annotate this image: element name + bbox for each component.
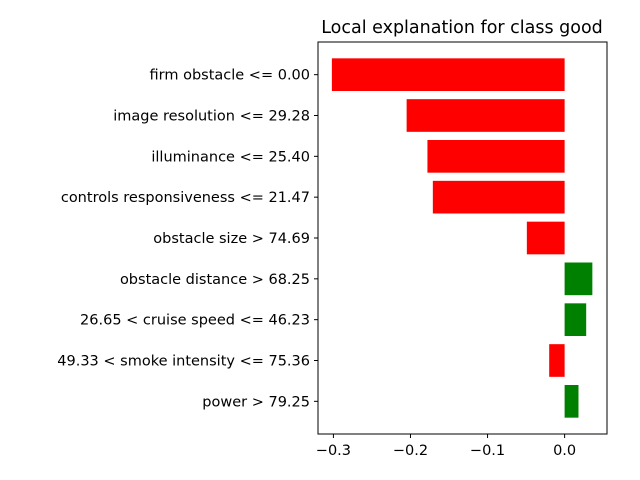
y-tick-labels: firm obstacle <= 0.00 image resolution <=…: [57, 68, 318, 410]
bar-8: [564, 385, 579, 418]
y-tick-label: obstacle size > 74.69: [153, 231, 310, 247]
x-tick-label: −0.2: [393, 443, 428, 459]
y-tick-label: controls responsiveness <= 21.47: [61, 190, 310, 206]
bar-2: [427, 140, 565, 173]
bars-layer: [331, 58, 593, 418]
x-ticks: −0.3 −0.2 −0.1 0.0: [316, 434, 576, 459]
bar-4: [526, 221, 565, 255]
y-tick-label: illuminance <= 25.40: [151, 149, 310, 165]
y-tick-label: image resolution <= 29.28: [113, 109, 310, 125]
chart-title: Local explanation for class good: [321, 18, 603, 38]
bar-3: [432, 180, 565, 214]
bar-0: [331, 58, 565, 91]
y-tick-label: power > 79.25: [202, 394, 310, 410]
x-tick-label: −0.1: [470, 443, 505, 459]
y-tick-label: 49.33 < smoke intensity <= 75.36: [57, 354, 310, 370]
bar-1: [406, 99, 565, 132]
bar-5: [564, 262, 593, 296]
y-tick-label: obstacle distance > 68.25: [120, 272, 310, 288]
x-tick-label: 0.0: [553, 443, 576, 459]
y-tick-label: firm obstacle <= 0.00: [150, 68, 311, 84]
y-tick-label: 26.65 < cruise speed <= 46.23: [80, 313, 310, 329]
bar-7: [549, 344, 565, 377]
bar-6: [564, 303, 587, 336]
plot-frame: [317, 41, 608, 435]
x-tick-label: −0.3: [316, 443, 351, 459]
